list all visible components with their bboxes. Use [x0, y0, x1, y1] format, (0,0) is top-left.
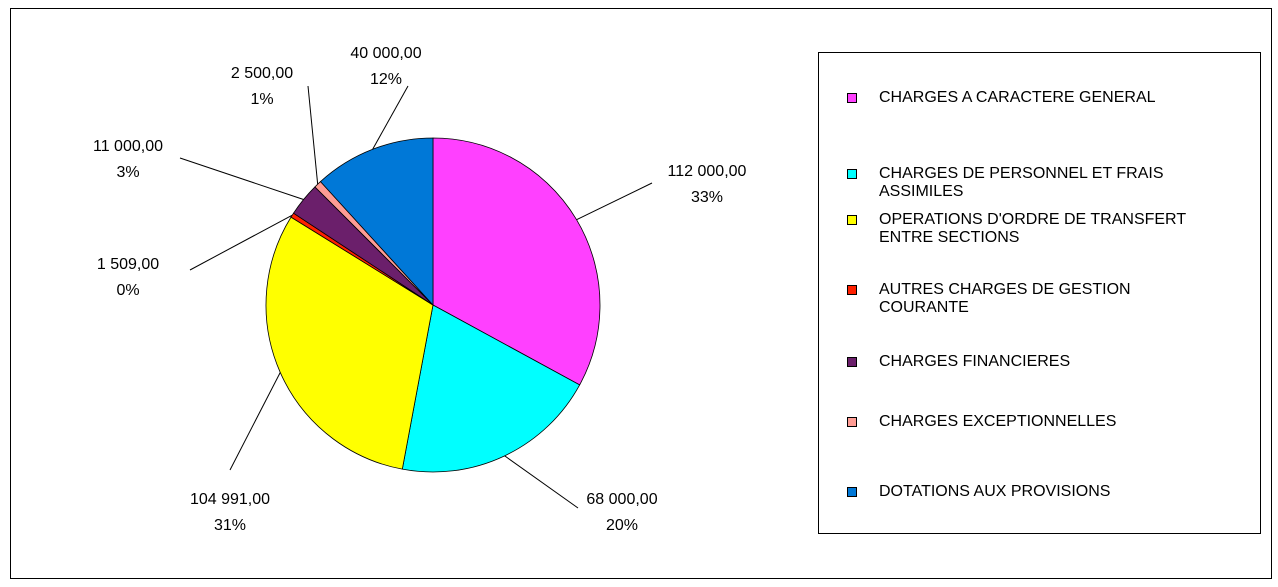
legend-label: AUTRES CHARGES DE GESTION COURANTE [879, 281, 1131, 316]
legend-label: CHARGES DE PERSONNEL ET FRAIS ASSIMILES [879, 165, 1164, 200]
legend-item: AUTRES CHARGES DE GESTION COURANTE [847, 281, 1247, 317]
value-label: 11 000,00 [93, 138, 163, 155]
leader-line [229, 372, 281, 471]
legend-label: DOTATIONS AUX PROVISIONS [879, 483, 1111, 500]
percent-label: 1% [250, 91, 273, 108]
chart-border [10, 8, 1272, 579]
legend-label: CHARGES A CARACTERE GENERAL [879, 89, 1156, 106]
value-label: 104 991,00 [190, 491, 270, 508]
legend-item: CHARGES EXCEPTIONNELLES [847, 413, 1247, 431]
legend-swatch [847, 487, 857, 497]
pie-slice [432, 137, 601, 386]
value-label: 68 000,00 [586, 491, 657, 508]
percent-label: 31% [214, 517, 246, 534]
percent-label: 20% [606, 517, 638, 534]
leader-line [307, 85, 319, 185]
value-label: 40 000,00 [350, 45, 421, 62]
percent-label: 12% [370, 71, 402, 88]
value-label: 2 500,00 [231, 65, 293, 82]
leader-line [179, 157, 304, 200]
legend-swatch [847, 417, 857, 427]
value-label: 1 509,00 [97, 256, 159, 273]
percent-label: 33% [691, 189, 723, 206]
legend-swatch [847, 285, 857, 295]
legend-swatch [847, 93, 857, 103]
legend-label: CHARGES FINANCIERES [879, 353, 1071, 370]
legend-item: CHARGES DE PERSONNEL ET FRAIS ASSIMILES [847, 165, 1247, 201]
legend-item: OPERATIONS D'ORDRE DE TRANSFERT ENTRE SE… [847, 211, 1247, 247]
legend-item: CHARGES A CARACTERE GENERAL [847, 89, 1247, 107]
legend-label: OPERATIONS D'ORDRE DE TRANSFERT ENTRE SE… [879, 211, 1186, 246]
leader-line [576, 182, 653, 221]
leader-line [504, 455, 579, 509]
pie-slice [265, 216, 434, 470]
legend-label: CHARGES EXCEPTIONNELLES [879, 413, 1117, 430]
percent-label: 0% [116, 282, 139, 299]
pie-slice [319, 137, 434, 307]
legend-item: DOTATIONS AUX PROVISIONS [847, 483, 1247, 501]
leader-line [372, 85, 409, 150]
value-label: 112 000,00 [668, 163, 747, 180]
legend-swatch [847, 215, 857, 225]
legend-item: CHARGES FINANCIERES [847, 353, 1247, 371]
percent-label: 3% [116, 164, 139, 181]
leader-line [189, 214, 293, 271]
legend-swatch [847, 357, 857, 367]
legend-swatch [847, 169, 857, 179]
legend: CHARGES A CARACTERE GENERAL CHARGES DE PE… [818, 52, 1261, 534]
